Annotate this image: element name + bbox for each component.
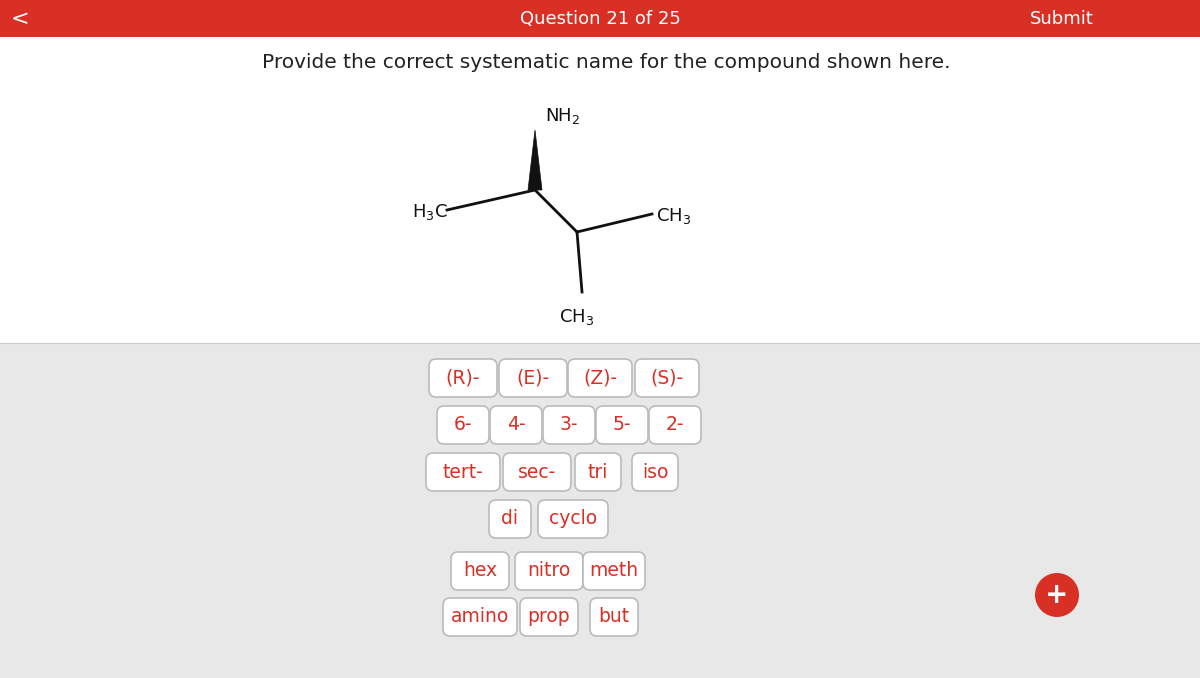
FancyBboxPatch shape [443, 598, 517, 636]
Text: (Z)-: (Z)- [583, 369, 617, 388]
Text: 3-: 3- [559, 416, 578, 435]
FancyBboxPatch shape [542, 406, 595, 444]
FancyBboxPatch shape [490, 406, 542, 444]
FancyBboxPatch shape [575, 453, 622, 491]
FancyBboxPatch shape [499, 359, 568, 397]
Bar [0, 37, 1200, 343]
FancyBboxPatch shape [503, 453, 571, 491]
Text: NH$_2$: NH$_2$ [545, 106, 581, 126]
Text: CH$_3$: CH$_3$ [656, 206, 691, 226]
Text: Provide the correct systematic name for the compound shown here.: Provide the correct systematic name for … [262, 52, 950, 71]
FancyBboxPatch shape [515, 552, 583, 590]
Text: <: < [11, 9, 29, 28]
FancyBboxPatch shape [632, 453, 678, 491]
Text: sec-: sec- [518, 462, 556, 481]
FancyBboxPatch shape [649, 406, 701, 444]
Text: amino: amino [451, 607, 509, 626]
Text: iso: iso [642, 462, 668, 481]
Text: H$_3$C: H$_3$C [412, 202, 448, 222]
FancyBboxPatch shape [451, 552, 509, 590]
Bar [0, 0, 1200, 37]
FancyBboxPatch shape [437, 406, 490, 444]
FancyBboxPatch shape [635, 359, 698, 397]
FancyBboxPatch shape [590, 598, 638, 636]
Text: tri: tri [588, 462, 608, 481]
Text: tert-: tert- [443, 462, 484, 481]
FancyBboxPatch shape [568, 359, 632, 397]
Text: CH$_3$: CH$_3$ [559, 307, 595, 327]
Polygon shape [528, 130, 542, 190]
Text: Question 21 of 25: Question 21 of 25 [520, 9, 680, 28]
Text: 4-: 4- [506, 416, 526, 435]
Text: 6-: 6- [454, 416, 473, 435]
Text: 5-: 5- [613, 416, 631, 435]
Text: Submit: Submit [1030, 9, 1094, 28]
Circle shape [1034, 573, 1079, 617]
Text: (R)-: (R)- [446, 369, 480, 388]
FancyBboxPatch shape [490, 500, 530, 538]
Text: nitro: nitro [527, 561, 571, 580]
Text: but: but [599, 607, 630, 626]
Text: di: di [502, 509, 518, 528]
FancyBboxPatch shape [430, 359, 497, 397]
Text: (E)-: (E)- [516, 369, 550, 388]
Text: prop: prop [528, 607, 570, 626]
Text: cyclo: cyclo [548, 509, 598, 528]
FancyBboxPatch shape [596, 406, 648, 444]
FancyBboxPatch shape [426, 453, 500, 491]
Text: 2-: 2- [666, 416, 684, 435]
Text: hex: hex [463, 561, 497, 580]
Bar [0, 343, 1200, 678]
Text: (S)-: (S)- [650, 369, 684, 388]
FancyBboxPatch shape [583, 552, 646, 590]
Text: +: + [1045, 581, 1069, 609]
FancyBboxPatch shape [538, 500, 608, 538]
Text: meth: meth [589, 561, 638, 580]
FancyBboxPatch shape [520, 598, 578, 636]
